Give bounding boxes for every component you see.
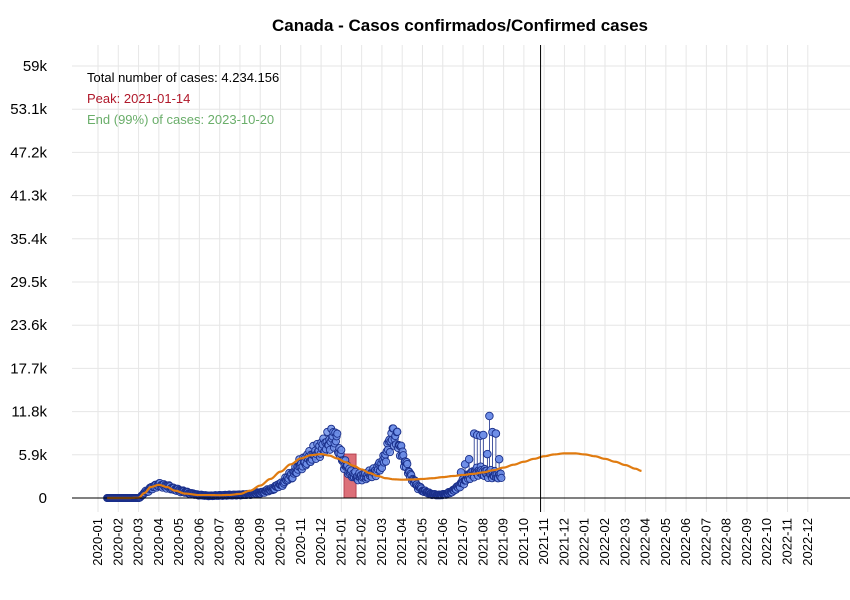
x-tick-label: 2020-06 <box>191 518 206 566</box>
y-tick-label: 47.2k <box>10 144 47 161</box>
x-tick-label: 2021-04 <box>394 518 409 566</box>
y-tick-label: 23.6k <box>10 317 47 334</box>
data-point <box>381 457 391 466</box>
x-tick-label: 2020-07 <box>212 518 227 566</box>
x-tick-label: 2020-01 <box>90 518 105 566</box>
spike-point <box>464 454 474 464</box>
x-tick-label: 2020-05 <box>171 518 186 566</box>
chart-title: Canada - Casos confirmados/Confirmed cas… <box>272 16 648 35</box>
x-tick-label: 2022-05 <box>658 518 673 566</box>
x-tick-label: 2022-07 <box>698 518 713 566</box>
x-tick-label: 2022-02 <box>597 518 612 566</box>
y-tick-label: 11.8k <box>11 404 47 421</box>
x-tick-label: 2020-11 <box>293 518 308 565</box>
x-tick-label: 2020-09 <box>252 518 267 566</box>
spike-point <box>494 454 504 464</box>
spike-point <box>483 449 492 459</box>
x-tick-label: 2021-12 <box>556 518 571 566</box>
y-tick-label: 5.9k <box>19 447 48 464</box>
x-tick-label: 2021-05 <box>414 518 429 566</box>
data-point <box>337 446 346 455</box>
x-tick-label: 2022-04 <box>638 518 653 566</box>
x-tick-label: 2021-07 <box>455 518 470 566</box>
data-point <box>385 448 395 457</box>
axes-layer <box>72 45 850 512</box>
x-tick-label: 2022-12 <box>800 518 815 566</box>
x-tick-label: 2020-03 <box>131 518 146 566</box>
y-tick-label: 41.3k <box>10 188 47 205</box>
x-tick-label: 2022-01 <box>577 518 592 566</box>
x-tick-label: 2021-01 <box>333 518 348 566</box>
annotation-end-date: End (99%) of cases: 2023-10-20 <box>87 112 274 127</box>
data-point <box>393 427 402 436</box>
data-point <box>497 473 506 482</box>
fitted-curve <box>107 452 642 500</box>
x-tick-label: 2020-02 <box>110 518 125 566</box>
x-tick-label: 2021-09 <box>496 518 511 566</box>
x-tick-label: 2021-10 <box>516 518 531 566</box>
x-tick-label: 2022-11 <box>780 518 795 565</box>
x-tick-label: 2021-02 <box>354 518 369 566</box>
spike-point <box>479 430 488 440</box>
spike-point <box>485 411 494 421</box>
y-tick-label: 53.1k <box>10 101 47 118</box>
data-point <box>333 429 342 438</box>
x-tick-label: 2022-10 <box>759 518 774 566</box>
spike-point <box>491 429 501 438</box>
x-tick-label: 2020-08 <box>232 518 247 566</box>
x-tick-label: 2020-04 <box>151 518 166 566</box>
x-tick-label: 2022-03 <box>617 518 632 566</box>
data-points-layer <box>103 411 506 503</box>
x-tick-label: 2020-10 <box>273 518 288 566</box>
y-tick-label: 17.7k <box>10 360 47 377</box>
annotation-total-cases: Total number of cases: 4.234.156 <box>87 70 279 85</box>
y-tick-label: 0 <box>39 490 47 507</box>
x-tick-label: 2022-08 <box>719 518 734 566</box>
grid-lines <box>72 45 850 512</box>
fitted-curve-layer <box>107 452 642 500</box>
x-tick-labels: 2020-01 2020-02 2020-03 2020-04 2020-05 2020-… <box>90 518 815 566</box>
x-tick-label: 2022-06 <box>678 518 693 566</box>
x-tick-label: 2021-03 <box>374 518 389 566</box>
y-tick-label: 29.5k <box>10 274 47 291</box>
x-tick-label: 2021-11 <box>536 518 551 565</box>
y-tick-label: 59k <box>23 58 48 75</box>
data-point <box>403 459 412 469</box>
y-tick-labels: 0 5.9k 11.8k 17.7k 23.6k 29.5k 35.4k 41.3k 47.2k… <box>10 58 47 507</box>
x-tick-label: 2021-08 <box>475 518 490 566</box>
x-tick-label: 2020-12 <box>313 518 328 566</box>
x-tick-label: 2021-06 <box>435 518 450 566</box>
y-tick-label: 35.4k <box>10 231 47 248</box>
annotation-peak-date: Peak: 2021-01-14 <box>87 91 190 106</box>
x-tick-label: 2022-09 <box>739 518 754 566</box>
